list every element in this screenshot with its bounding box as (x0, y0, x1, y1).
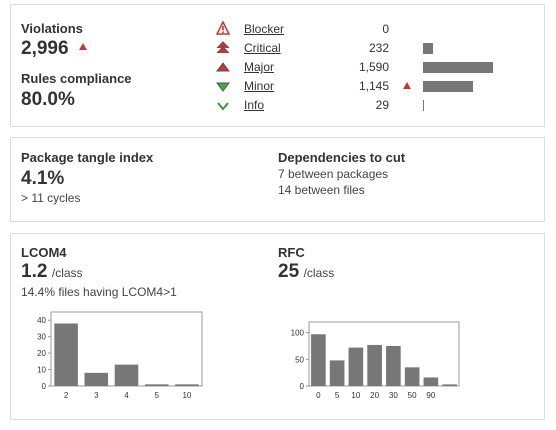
rfc-xtick-label: 0 (316, 391, 321, 400)
rfc-bar (329, 360, 345, 386)
compliance-label: Rules compliance (21, 71, 132, 86)
severity-bar-major (423, 62, 493, 73)
lcom4-unit: /class (51, 266, 83, 280)
info-icon (217, 102, 229, 111)
lcom4-ytick-label: 10 (37, 366, 46, 375)
rfc-histogram: 0 50 100 0 5 10 20 30 50 90 (291, 321, 460, 400)
violations-panel: Violations 2,996 Rules compliance 80.0% … (10, 4, 545, 127)
severity-critical-link[interactable]: Critical (244, 41, 281, 55)
tangle-value: 4.1% (21, 168, 65, 189)
lcom4-xtick-label: 3 (94, 391, 99, 400)
tangle-panel: Package tangle index 4.1% > 11 cycles De… (10, 137, 545, 222)
tangle-cycles: > 11 cycles (21, 191, 81, 205)
deps-label: Dependencies to cut (278, 150, 406, 165)
lcom4-label: LCOM4 (21, 245, 67, 260)
minor-icon (216, 82, 230, 92)
rfc-xtick-label: 10 (351, 391, 360, 400)
severity-bar-minor (423, 81, 473, 92)
complexity-panel: LCOM4 1.2 /class 14.4% files having LCOM… (10, 233, 545, 420)
minor-trend-up-icon (403, 82, 411, 89)
lcom4-xtick-label: 5 (154, 391, 159, 400)
rfc-label: RFC (278, 245, 305, 260)
severity-major-link[interactable]: Major (244, 60, 275, 74)
lcom4-bar (175, 384, 199, 386)
critical-icon (216, 41, 230, 54)
rfc-xtick-label: 5 (335, 391, 340, 400)
rfc-bar (311, 334, 326, 386)
rfc-ytick-label: 50 (295, 355, 304, 364)
major-icon (216, 62, 230, 72)
rfc-ytick-label: 100 (291, 329, 305, 338)
severity-blocker-link[interactable]: Blocker (244, 22, 285, 36)
rfc-value: 25 (278, 261, 300, 282)
severity-info-link[interactable]: Info (244, 98, 265, 112)
rfc-bar (386, 346, 401, 386)
severity-info-count: 29 (375, 98, 389, 112)
rfc-bar (442, 384, 457, 386)
rfc-xtick-label: 20 (370, 391, 379, 400)
lcom4-metric: 1.2 /class (21, 261, 83, 283)
lcom4-histogram: 0 10 20 30 40 2 3 4 5 10 (37, 311, 203, 400)
compliance-value: 80.0% (21, 89, 75, 110)
blocker-icon (216, 21, 230, 35)
lcom4-value: 1.2 (21, 261, 48, 282)
deps-files: 14 between files (278, 183, 365, 197)
lcom4-bar (114, 364, 139, 386)
severity-major-count: 1,590 (358, 60, 389, 74)
lcom4-xtick-label: 10 (182, 391, 191, 400)
tangle-label: Package tangle index (21, 150, 154, 165)
severity-bar-critical (423, 43, 433, 54)
lcom4-ytick-label: 0 (42, 382, 47, 391)
severity-blocker-count: 0 (382, 22, 389, 36)
deps-packages: 7 between packages (278, 167, 389, 181)
trend-up-icon (79, 43, 87, 50)
severity-critical-count: 232 (368, 41, 389, 55)
rfc-bar (367, 344, 382, 386)
rfc-bar (404, 367, 420, 386)
rfc-ytick-label: 0 (300, 382, 305, 391)
lcom4-ytick-label: 20 (37, 349, 46, 358)
lcom4-xtick-label: 4 (124, 391, 129, 400)
lcom4-bar (54, 323, 78, 386)
violations-value: 2,996 (21, 38, 69, 59)
lcom4-ytick-label: 40 (37, 316, 46, 325)
severity-minor-link[interactable]: Minor (244, 79, 275, 93)
lcom4-xtick-label: 2 (64, 391, 69, 400)
rfc-xtick-label: 30 (389, 391, 398, 400)
severity-bar-info (423, 100, 424, 111)
rfc-unit: /class (303, 266, 335, 280)
rfc-xtick-label: 50 (408, 391, 417, 400)
lcom4-bar (84, 372, 109, 386)
severity-minor-count: 1,145 (358, 79, 389, 93)
violations-label: Violations (21, 21, 83, 36)
rfc-bar (423, 377, 439, 386)
lcom4-note: 14.4% files having LCOM4>1 (21, 285, 177, 299)
rfc-bar (348, 347, 364, 386)
lcom4-bar (144, 384, 169, 386)
rfc-xtick-label: 90 (426, 391, 435, 400)
rfc-metric: 25 /class (278, 261, 334, 283)
lcom4-ytick-label: 30 (37, 333, 46, 342)
